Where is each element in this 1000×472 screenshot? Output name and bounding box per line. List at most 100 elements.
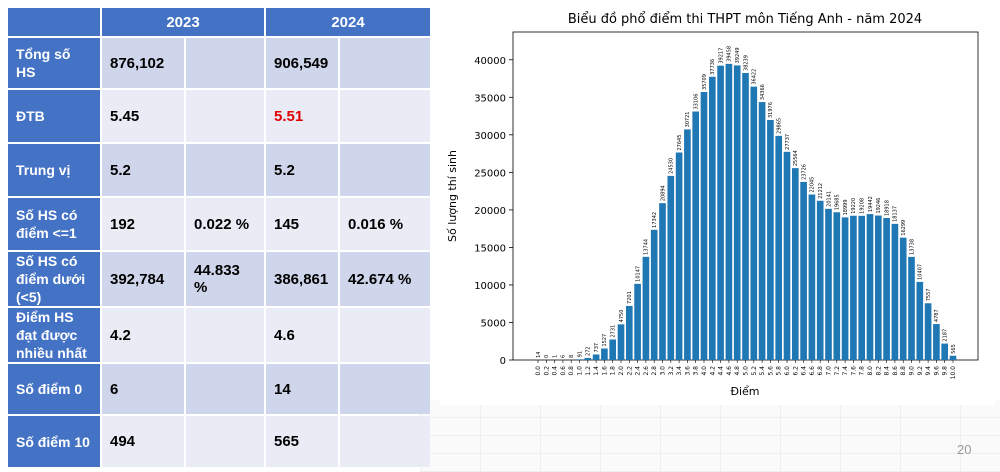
table-cell bbox=[186, 38, 264, 88]
x-tick-label: 1.6 bbox=[601, 366, 608, 376]
table-row: Trung vị 5.2 5.2 bbox=[8, 144, 430, 196]
row-label: Số điểm 0 bbox=[8, 364, 100, 414]
value-label: 29865 bbox=[777, 118, 783, 134]
bar bbox=[609, 339, 617, 360]
x-tick-label: 6.8 bbox=[817, 366, 824, 376]
table-cell: 906,549 bbox=[266, 38, 338, 88]
x-tick-label: 9.2 bbox=[917, 366, 924, 376]
bar bbox=[576, 359, 583, 360]
value-label: 1527 bbox=[602, 334, 608, 347]
header-cell bbox=[8, 8, 100, 36]
bar bbox=[949, 355, 957, 360]
bar bbox=[933, 324, 940, 360]
row-label: Số điểm 10 bbox=[8, 416, 100, 467]
table-cell bbox=[340, 90, 430, 142]
table-row: Số điểm 10 494 565 bbox=[8, 416, 430, 467]
bar bbox=[634, 283, 641, 360]
bar bbox=[800, 181, 807, 360]
x-tick-label: 1.8 bbox=[610, 366, 617, 376]
value-label: 565 bbox=[951, 344, 957, 354]
x-tick-label: 0.2 bbox=[543, 366, 550, 376]
table-cell: 5.51 bbox=[266, 90, 338, 142]
x-tick-label: 6.6 bbox=[809, 366, 816, 376]
value-label: 272 bbox=[586, 346, 592, 356]
table-row: Số HS có điểm <=1 192 0.022 % 145 0.016 % bbox=[8, 198, 430, 250]
x-tick-label: 2.8 bbox=[651, 366, 658, 376]
table-cell: 4.2 bbox=[102, 308, 184, 362]
x-tick-label: 1.4 bbox=[593, 366, 600, 376]
value-label: 16299 bbox=[901, 220, 907, 236]
value-label: 19685 bbox=[835, 194, 841, 210]
table-cell: 5.2 bbox=[102, 144, 184, 196]
y-tick-label: 35000 bbox=[474, 93, 506, 104]
x-tick-label: 7.0 bbox=[826, 366, 833, 376]
bar bbox=[891, 223, 899, 360]
x-tick-label: 6.4 bbox=[801, 366, 808, 376]
x-tick-label: 3.4 bbox=[676, 366, 683, 376]
x-tick-label: 3.8 bbox=[693, 366, 700, 376]
value-label: 25564 bbox=[793, 150, 799, 166]
table-cell bbox=[340, 308, 430, 362]
value-label: 4787 bbox=[934, 309, 940, 322]
table-cell: 145 bbox=[266, 198, 338, 250]
value-label: 10147 bbox=[635, 266, 641, 282]
value-label: 737 bbox=[594, 343, 600, 353]
table-cell bbox=[186, 364, 264, 414]
bar bbox=[667, 175, 675, 360]
value-label: 27645 bbox=[677, 135, 683, 151]
x-tick-label: 1.0 bbox=[577, 366, 584, 376]
bar bbox=[850, 215, 857, 360]
x-tick-label: 5.0 bbox=[743, 366, 750, 376]
bar bbox=[783, 151, 791, 360]
table-cell bbox=[186, 308, 264, 362]
value-label: 18999 bbox=[843, 199, 849, 215]
x-tick-label: 9.8 bbox=[942, 366, 949, 376]
value-label: 0 bbox=[544, 355, 550, 358]
x-tick-label: 3.6 bbox=[684, 366, 691, 376]
value-label: 39217 bbox=[718, 48, 724, 64]
table-cell bbox=[340, 416, 430, 467]
table-cell: 0.016 % bbox=[340, 198, 430, 250]
table-row: Số điểm 0 6 14 bbox=[8, 364, 430, 414]
table-row: Điểm HS đạt được nhiều nhất 4.2 4.6 bbox=[8, 308, 430, 362]
x-tick-label: 0.6 bbox=[560, 366, 567, 376]
header-cell: 2023 bbox=[102, 8, 264, 36]
value-label: 34366 bbox=[760, 84, 766, 100]
x-tick-label: 1.2 bbox=[585, 366, 592, 376]
bar bbox=[941, 343, 949, 360]
row-label: Số HS có điểm <=1 bbox=[8, 198, 100, 250]
bar bbox=[584, 357, 592, 360]
y-tick-label: 40000 bbox=[474, 56, 506, 67]
row-label: Trung vị bbox=[8, 144, 100, 196]
table-cell: 5.2 bbox=[266, 144, 338, 196]
table-row: Tổng số HS 876,102 906,549 bbox=[8, 38, 430, 88]
value-label: 39249 bbox=[735, 48, 741, 64]
value-label: 31976 bbox=[768, 102, 774, 118]
x-tick-label: 7.4 bbox=[842, 366, 849, 376]
x-tick-label: 2.4 bbox=[635, 366, 642, 376]
bar bbox=[592, 354, 600, 360]
x-tick-label: 9.0 bbox=[909, 366, 916, 376]
x-axis-label: Điểm bbox=[730, 385, 759, 398]
bar bbox=[908, 256, 915, 360]
bar bbox=[767, 119, 774, 360]
x-tick-label: 2.6 bbox=[643, 366, 650, 376]
chart-title: Biểu đồ phổ điểm thi THPT môn Tiếng Anh … bbox=[568, 12, 922, 27]
bar bbox=[858, 215, 866, 360]
bar bbox=[816, 200, 824, 360]
value-label: 18137 bbox=[893, 206, 899, 222]
x-tick-label: 4.8 bbox=[734, 366, 741, 376]
x-tick-label: 4.6 bbox=[726, 366, 733, 376]
value-label: 14 bbox=[536, 352, 542, 358]
y-tick-label: 10000 bbox=[474, 281, 506, 292]
header-row: 2023 2024 bbox=[8, 8, 430, 36]
table-cell: 192 bbox=[102, 198, 184, 250]
value-label: 27737 bbox=[785, 134, 791, 150]
table-cell: 4.6 bbox=[266, 308, 338, 362]
stats-table: 2023 2024 Tổng số HS 876,102 906,549 ĐTB 5.4… bbox=[6, 6, 432, 469]
bar bbox=[750, 86, 758, 360]
value-label: 37736 bbox=[710, 59, 716, 75]
value-label: 20141 bbox=[826, 191, 832, 207]
row-label: ĐTB bbox=[8, 90, 100, 142]
